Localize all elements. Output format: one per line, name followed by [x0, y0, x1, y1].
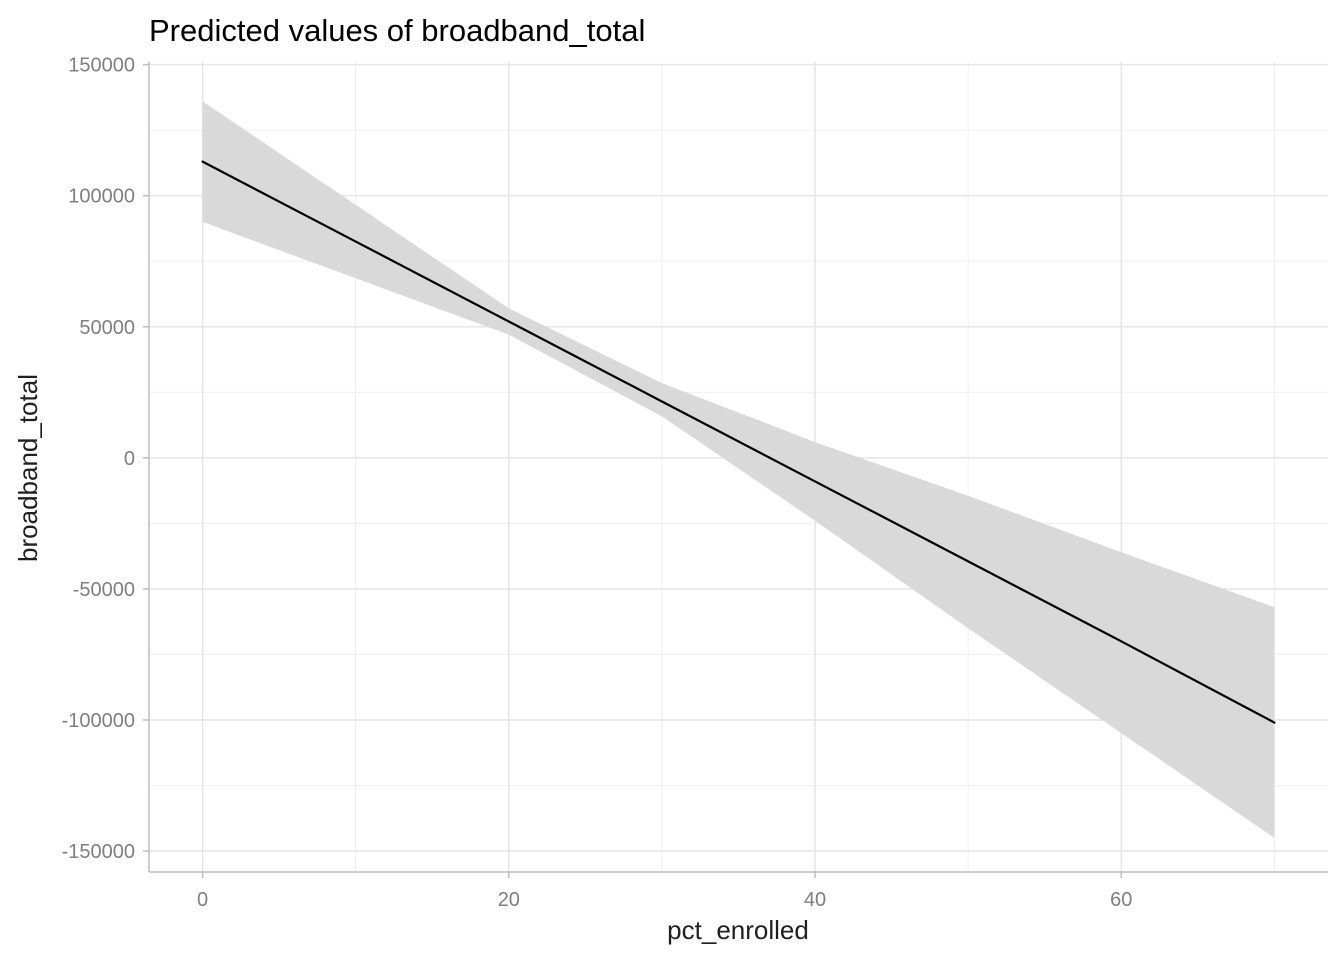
y-tick-label: 150000 [68, 55, 135, 77]
confidence-band [202, 101, 1275, 838]
y-tick-label: -150000 [62, 841, 135, 863]
x-tick-label: 60 [1110, 889, 1132, 911]
prediction-line-layer [201, 160, 1276, 724]
x-tick-label: 0 [197, 889, 208, 911]
confidence-band-layer [202, 101, 1275, 838]
x-tick-label: 40 [804, 889, 826, 911]
chart-title: Predicted values of broadband_total [149, 13, 645, 48]
minor-gridlines [149, 62, 1328, 872]
y-tick-label: 0 [124, 448, 135, 470]
y-tick-label: -50000 [73, 579, 135, 601]
y-axis-ticks: -150000 -100000 -50000 0 50000 100000 150000 [62, 55, 149, 863]
y-tick-label: -100000 [62, 710, 135, 732]
y-tick-label: 50000 [79, 317, 135, 339]
x-tick-label: 20 [498, 889, 520, 911]
x-axis-title: pct_enrolled [667, 915, 809, 945]
axes [148, 62, 1328, 873]
y-axis-title: broadband_total [13, 374, 43, 562]
x-axis-ticks: 0 20 40 60 [197, 872, 1132, 911]
y-tick-label: 100000 [68, 186, 135, 208]
prediction-line [201, 160, 1276, 724]
